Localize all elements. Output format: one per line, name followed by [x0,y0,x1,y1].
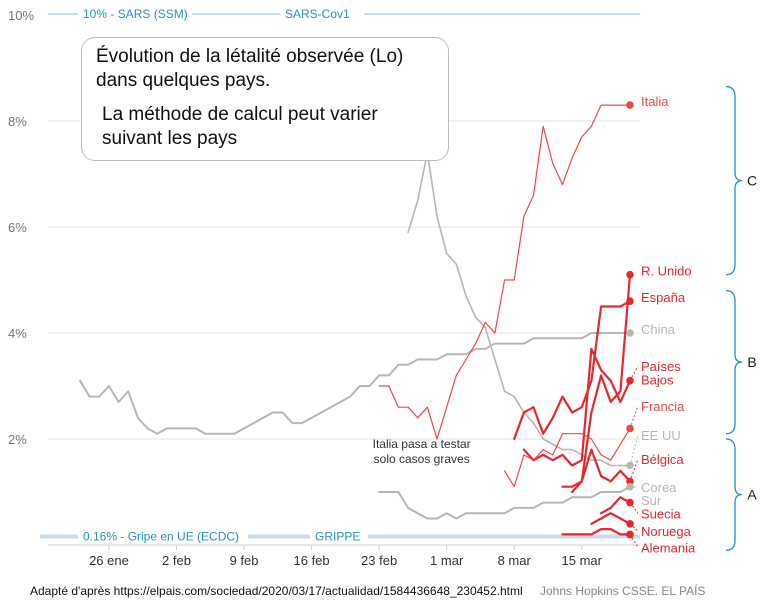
series-end-dot [626,329,634,337]
x-tick-label: 16 feb [294,553,330,568]
group-label: C [747,173,757,189]
series-line-b-lgica [570,448,632,494]
series-line-alemania [561,527,632,536]
series-label: Italia [641,94,669,109]
reference-label-sars: 10% - SARS (SSM) [83,7,188,21]
x-tick-label: 2 feb [162,553,191,568]
label-leader [629,534,639,548]
reference-label-flu: 0.16% - Gripe en UE (ECDC) [83,530,239,544]
series-end-dot [626,477,634,486]
series-end-dot [626,530,634,539]
series-end-dot [626,101,634,109]
annotation-text: Italia pasa a testar [373,437,471,451]
footer-source: Adapté d'après https://elpais.com/socied… [30,584,523,598]
y-tick-label: 2% [8,432,27,447]
series-line-r-unido [561,273,632,488]
note-box: Évolution de la létalité observée (Lo) d… [81,37,449,161]
series-end-dot [626,482,634,491]
x-tick-label: 1 mar [430,553,464,568]
note-line-2a: La méthode de calcul peut varier [102,104,378,125]
label-leader [629,434,639,466]
x-tick-label: 8 mar [498,553,532,568]
series-label: Alemania [641,540,696,555]
series-line-espa-a [513,300,632,441]
series-label: EE UU [641,428,681,443]
x-tick-label: 26 ene [89,553,129,568]
group-label: B [747,354,756,370]
series-end-dot [626,461,634,470]
x-tick-label: 15 mar [562,553,603,568]
series-end-dot [626,520,634,528]
group-bracket [725,438,743,551]
annotation-text: solo casos graves [374,452,470,466]
series-line-noruega [590,512,632,525]
group-bracket [725,289,743,435]
y-tick-label: 8% [8,114,27,129]
series-label: Sur [641,493,662,508]
series-line-francia [504,427,631,488]
series-end-dot [626,376,634,385]
footer-credit: Johns Hopkins CSSE. EL PAÍS [540,583,705,598]
note-line-1a: Évolution de la létalité observée (Lo) [96,46,404,67]
reference-label-sarscov1: SARS-Cov1 [285,7,350,21]
y-tick-label: 10% [8,8,34,23]
series-label: Suecia [641,506,682,521]
series-label: R. Unido [641,264,692,279]
x-tick-label: 9 feb [230,553,259,568]
reference-label-bg [78,528,248,545]
series-line-suecia [599,496,632,515]
reference-label-bg [310,528,368,545]
group-bracket [725,85,743,276]
series-line-pa-ses-bajos [522,347,632,467]
series-label: Francia [641,399,685,414]
group-label: A [747,487,757,503]
series-label: Noruega [641,524,692,539]
reference-label-bg [280,6,364,22]
y-tick-label: 6% [8,220,27,235]
series-label: Bélgica [641,452,684,467]
series-label: Bajos [641,372,674,387]
series-line-china [79,332,631,435]
reference-label-bg [78,6,192,22]
reference-label-grippe: GRIPPE [315,530,360,544]
label-leader [629,365,639,381]
series-line-ee-uu [407,152,631,467]
series-line-italia [378,104,631,440]
series-end-dot [626,424,634,433]
series-line-corea-sur [378,485,631,520]
series-label: Corea [641,480,677,495]
x-tick-label: 23 feb [361,553,397,568]
series-end-dot [626,498,634,507]
series-label: España [641,290,686,305]
series-label: China [641,322,676,337]
note-line-1b: dans quelques pays. [96,70,271,91]
note-line-2b: suivant les pays [102,128,238,149]
y-tick-label: 4% [8,326,27,341]
series-end-dot [626,270,634,279]
series-end-dot [626,297,634,306]
series-label: Países [641,359,681,374]
